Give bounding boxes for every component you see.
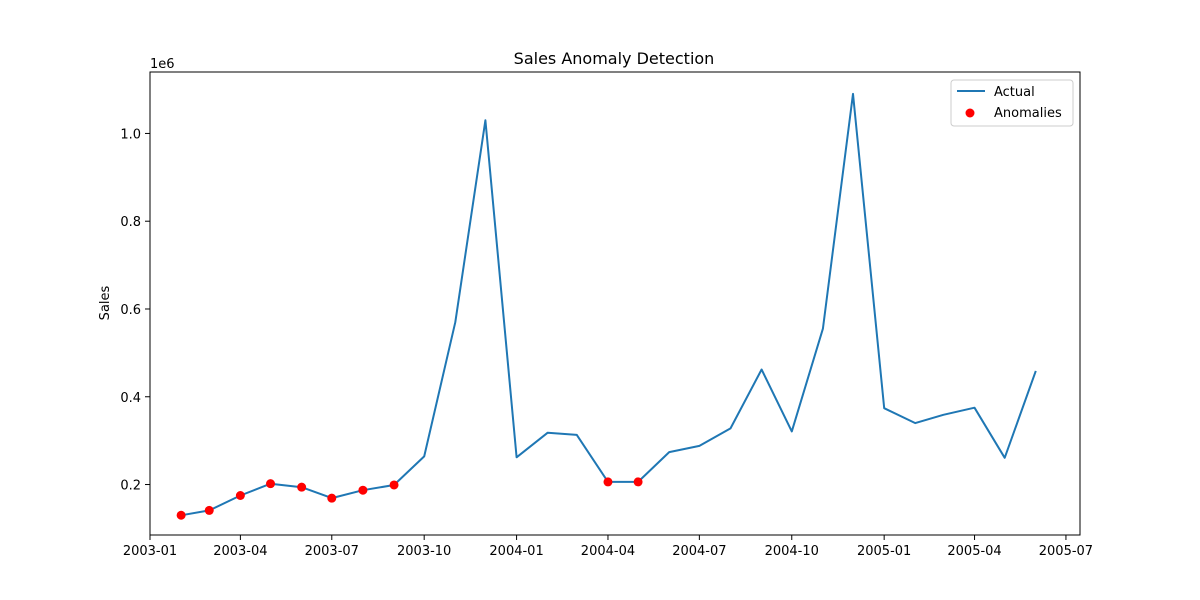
x-tick-label: 2004-07: [672, 544, 726, 559]
anomaly-point: [633, 477, 643, 487]
plot-area: [176, 92, 1037, 520]
anomaly-point: [204, 505, 214, 515]
chart-title: Sales Anomaly Detection: [514, 49, 715, 68]
anomaly-point: [235, 491, 245, 501]
anomaly-point: [176, 510, 186, 520]
y-tick-label: 0.4: [120, 391, 141, 406]
anomaly-point: [358, 485, 368, 495]
x-tick-label: 2003-07: [305, 544, 359, 559]
x-tick-label: 2005-01: [857, 544, 911, 559]
x-tick-label: 2003-04: [213, 544, 267, 559]
y-tick-label: 0.6: [120, 303, 141, 318]
x-axis: 2003-01 2003-04 2003-07 2003-10 2004-01 2004-…: [123, 535, 1093, 559]
x-tick-label: 2003-01: [123, 544, 177, 559]
anomaly-point: [297, 482, 307, 492]
anomaly-point: [389, 480, 399, 490]
legend: Actual Anomalies: [950, 79, 1074, 127]
legend-anomalies-swatch: [965, 108, 975, 118]
y-offset-label: 1e6: [150, 57, 175, 72]
anomaly-point: [327, 493, 337, 503]
y-tick-label: 0.2: [120, 479, 141, 494]
legend-anomalies-label: Anomalies: [994, 106, 1062, 121]
x-tick-label: 2005-04: [947, 544, 1001, 559]
y-tick-label: 0.8: [120, 215, 141, 230]
x-tick-label: 2003-10: [397, 544, 451, 559]
y-tick-label: 1.0: [120, 127, 141, 142]
anomaly-point: [266, 479, 276, 489]
y-axis-label: Sales: [98, 285, 113, 320]
x-tick-label: 2004-10: [765, 544, 819, 559]
legend-actual-label: Actual: [994, 85, 1035, 100]
x-tick-label: 2004-04: [581, 544, 635, 559]
x-tick-label: 2005-07: [1039, 544, 1093, 559]
x-tick-label: 2004-01: [489, 544, 543, 559]
y-axis: 0.2 0.4 0.6 0.8 1.0: [120, 127, 150, 494]
anomaly-point: [603, 477, 613, 487]
axes-frame: [149, 71, 1081, 536]
